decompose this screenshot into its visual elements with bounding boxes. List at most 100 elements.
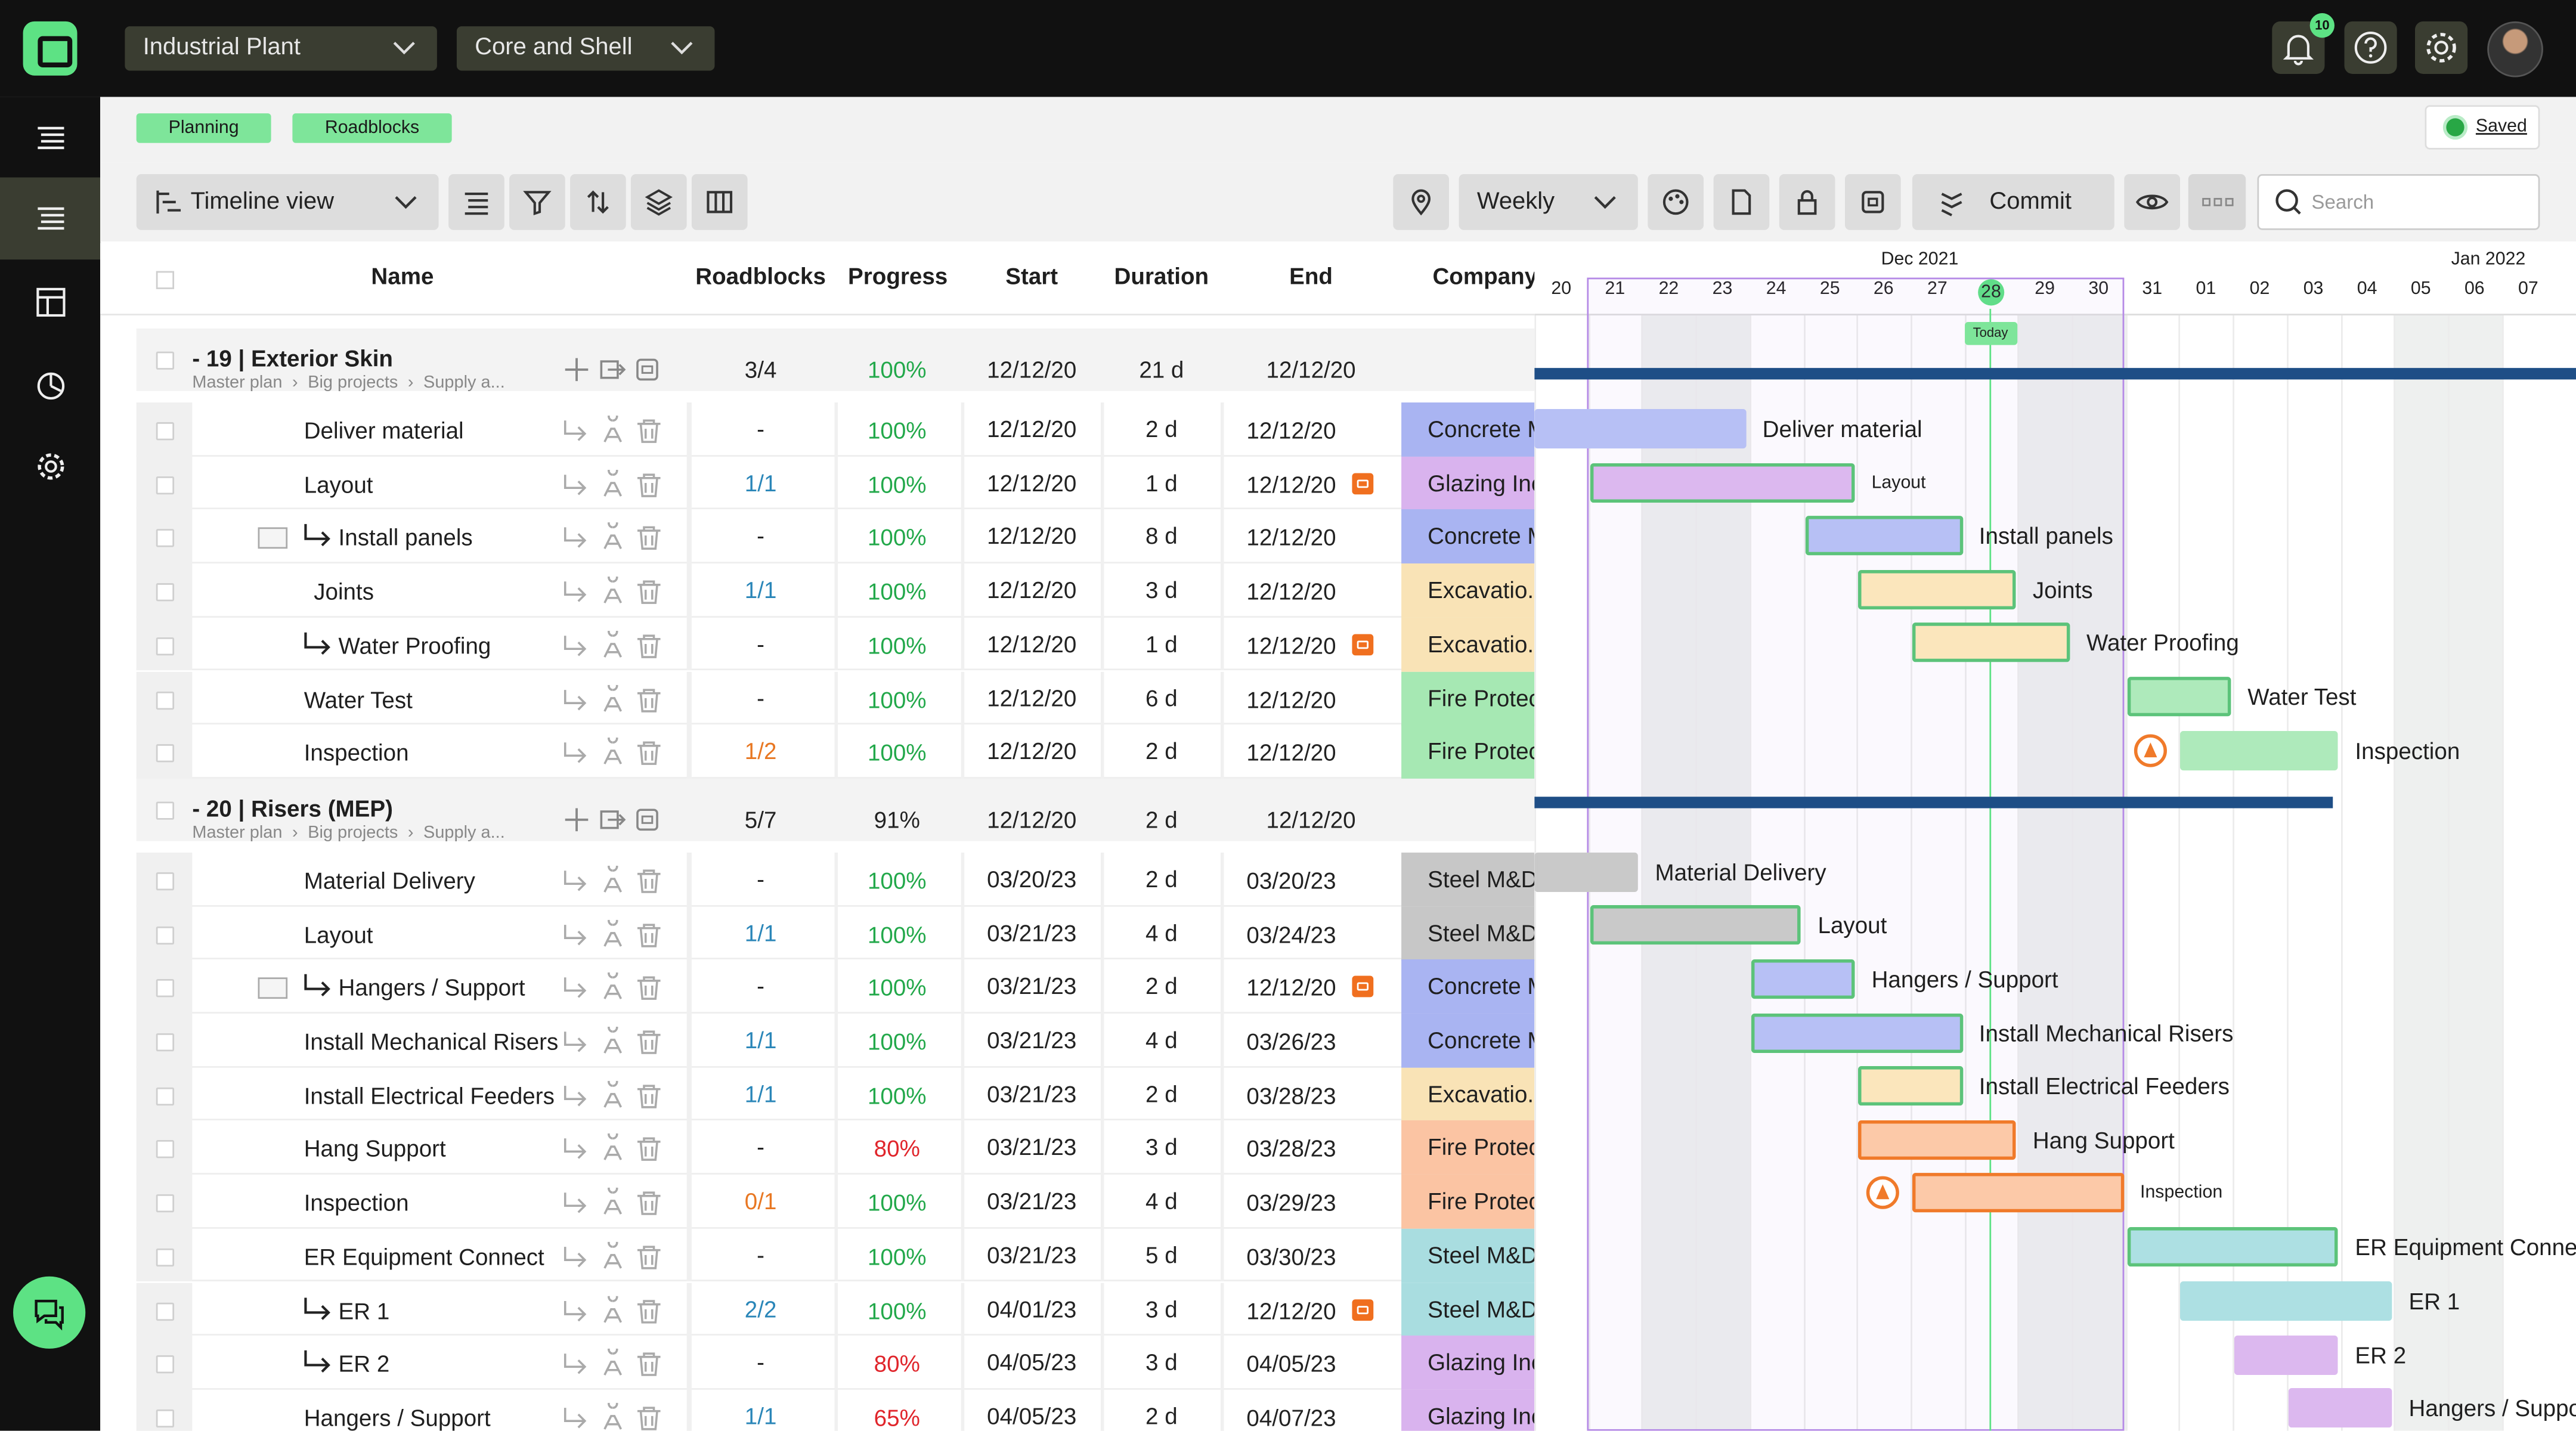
row-action-icons[interactable] xyxy=(562,738,667,768)
column-header-progress[interactable]: Progress xyxy=(848,262,948,289)
gantt-task-bar[interactable] xyxy=(2126,1227,2339,1267)
gantt-task-bar[interactable] xyxy=(2234,1335,2339,1376)
row-checkbox[interactable] xyxy=(156,1302,175,1320)
columns-button[interactable] xyxy=(691,174,748,230)
row-checkbox[interactable] xyxy=(156,529,175,548)
task-name[interactable]: ER 2 xyxy=(338,1351,390,1377)
company-cell[interactable]: Glazing Inc xyxy=(1401,1389,1535,1431)
company-cell[interactable]: Steel M&D xyxy=(1401,1282,1535,1337)
view-select[interactable]: Timeline view xyxy=(136,174,439,230)
sort-button[interactable] xyxy=(570,174,626,230)
row-checkbox[interactable] xyxy=(156,1409,175,1427)
task-name[interactable]: Inspection xyxy=(304,739,409,766)
gantt-task-bar[interactable] xyxy=(1912,1173,2124,1213)
gantt-task-bar[interactable] xyxy=(1858,570,2017,610)
chat-button[interactable] xyxy=(13,1276,86,1349)
company-cell[interactable]: Fire Protect xyxy=(1401,671,1535,726)
group-summary-bar[interactable] xyxy=(1534,368,2576,380)
breadcrumb-item[interactable]: Master plan xyxy=(192,373,283,393)
calendar-alert-icon[interactable] xyxy=(1352,472,1374,494)
group-button[interactable] xyxy=(448,174,504,230)
company-cell[interactable]: Steel M&D xyxy=(1401,852,1535,907)
company-cell[interactable]: Steel M&D xyxy=(1401,1228,1535,1283)
row-action-icons[interactable] xyxy=(562,865,667,896)
gantt-task-bar[interactable] xyxy=(1534,409,1747,449)
company-cell[interactable]: Fire Protect xyxy=(1401,724,1535,779)
gantt-task-bar[interactable] xyxy=(1804,516,1963,556)
color-palette-button[interactable] xyxy=(1648,174,1704,230)
task-name[interactable]: Hangers / Support xyxy=(304,1404,491,1431)
gantt-task-bar[interactable] xyxy=(1858,1120,2017,1160)
company-cell[interactable]: Fire Protect xyxy=(1401,1121,1535,1175)
settings-button[interactable] xyxy=(2414,21,2468,74)
row-action-icons[interactable] xyxy=(562,1080,667,1110)
row-checkbox[interactable] xyxy=(156,925,175,944)
row-checkbox[interactable] xyxy=(156,637,175,655)
task-name[interactable]: Inspection xyxy=(304,1189,409,1216)
project-dropdown[interactable]: Industrial Plant xyxy=(125,26,437,71)
search-input[interactable]: Search xyxy=(2257,174,2540,230)
calendar-alert-icon[interactable] xyxy=(1352,976,1374,998)
column-header-end[interactable]: End xyxy=(1289,262,1333,289)
breadcrumb-item[interactable]: Supply a... xyxy=(423,373,505,393)
row-action-icons[interactable] xyxy=(562,469,667,499)
row-checkbox[interactable] xyxy=(156,476,175,494)
gantt-task-bar[interactable] xyxy=(2126,677,2231,717)
company-cell[interactable]: Concrete M xyxy=(1401,1013,1535,1068)
row-action-icons[interactable] xyxy=(562,1349,667,1379)
row-checkbox[interactable] xyxy=(156,979,175,998)
row-checkbox[interactable] xyxy=(156,1141,175,1159)
company-cell[interactable]: Concrete M xyxy=(1401,402,1535,457)
task-name[interactable]: Water Proofing xyxy=(338,632,491,659)
help-button[interactable] xyxy=(2344,21,2397,74)
company-cell[interactable]: Concrete M xyxy=(1401,510,1535,565)
list-icon[interactable] xyxy=(33,120,69,156)
task-name[interactable]: Water Test xyxy=(304,686,413,713)
group-checkbox[interactable] xyxy=(156,801,175,820)
row-action-icons[interactable] xyxy=(562,523,667,553)
row-checkbox[interactable] xyxy=(156,744,175,763)
column-header-company[interactable]: Company xyxy=(1432,262,1538,289)
column-header-duration[interactable]: Duration xyxy=(1114,262,1209,289)
row-action-icons[interactable] xyxy=(562,684,667,714)
gantt-task-bar[interactable] xyxy=(1751,1013,1963,1054)
save-view-button[interactable] xyxy=(1844,174,1901,230)
breadcrumb-item[interactable]: Master plan xyxy=(192,823,283,843)
row-action-icons[interactable] xyxy=(562,1026,667,1057)
breadcrumb-item[interactable]: Big projects xyxy=(308,823,398,843)
pie-chart-icon[interactable] xyxy=(33,366,69,402)
scope-dropdown[interactable]: Core and Shell xyxy=(456,26,715,71)
gantt-task-bar[interactable] xyxy=(1590,463,1856,503)
task-name[interactable]: Hangers / Support xyxy=(338,974,525,1001)
task-name[interactable]: Joints xyxy=(314,578,374,605)
row-checkbox[interactable] xyxy=(156,1248,175,1266)
period-select[interactable]: Weekly xyxy=(1459,174,1638,230)
document-button[interactable] xyxy=(1713,174,1770,230)
group-header-row[interactable] xyxy=(136,329,1535,391)
task-name[interactable]: ER Equipment Connect xyxy=(304,1243,544,1270)
row-action-icons[interactable] xyxy=(562,1402,667,1431)
gantt-task-bar[interactable] xyxy=(1590,905,1801,945)
company-cell[interactable]: Excavatio... xyxy=(1401,1067,1535,1122)
gantt-task-bar[interactable] xyxy=(2288,1388,2392,1428)
layers-button[interactable] xyxy=(630,174,687,230)
column-header-roadblocks[interactable]: Roadblocks xyxy=(695,262,826,289)
hazard-cone-icon[interactable] xyxy=(2134,734,2168,767)
row-checkbox[interactable] xyxy=(156,872,175,890)
group-summary-bar[interactable] xyxy=(1534,797,2333,809)
row-checkbox[interactable] xyxy=(156,1033,175,1052)
company-cell[interactable]: Fire Protect xyxy=(1401,1175,1535,1229)
timeline-icon[interactable] xyxy=(33,200,69,237)
select-all-checkbox[interactable] xyxy=(156,271,175,289)
filter-button[interactable] xyxy=(509,174,565,230)
column-header-name[interactable]: Name xyxy=(371,262,434,289)
row-action-icons[interactable] xyxy=(562,1134,667,1164)
task-name[interactable]: Install panels xyxy=(338,524,473,552)
company-cell[interactable]: Glazing Inc xyxy=(1401,1336,1535,1390)
company-cell[interactable]: Glazing Inc xyxy=(1401,456,1535,510)
task-name[interactable]: Install Mechanical Risers xyxy=(304,1028,559,1055)
group-action-icons[interactable] xyxy=(562,805,667,835)
thumbnail-icon[interactable] xyxy=(258,978,288,999)
gantt-task-bar[interactable] xyxy=(2181,1281,2392,1321)
task-name[interactable]: Layout xyxy=(304,470,373,497)
